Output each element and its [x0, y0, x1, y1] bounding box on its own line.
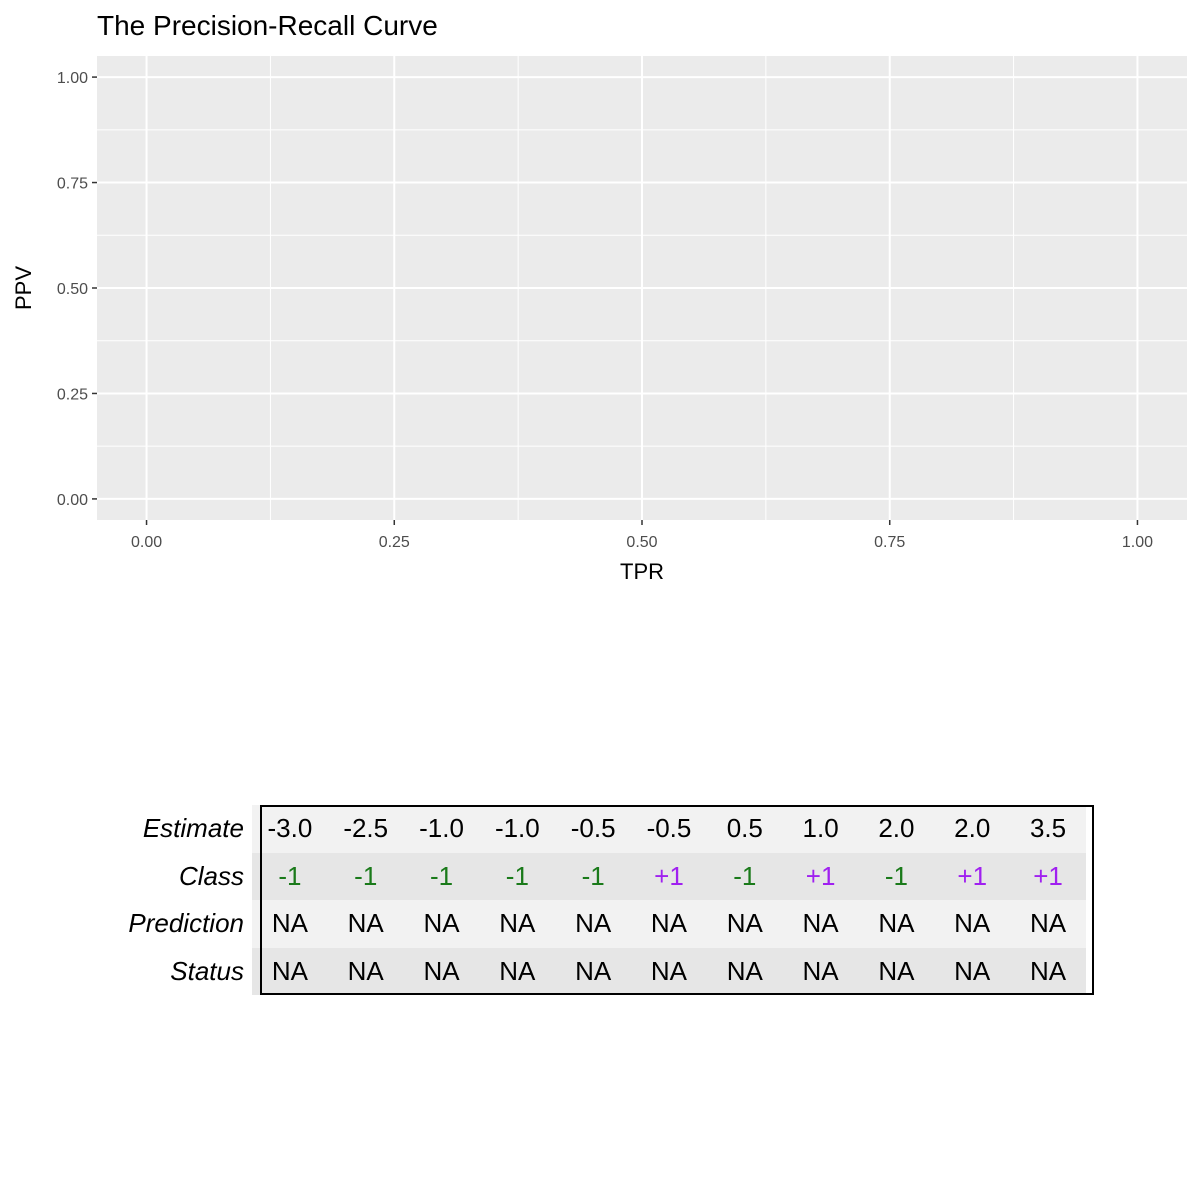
- x-tick-label: 1.00: [1122, 534, 1153, 551]
- status-cell: NA: [575, 955, 612, 986]
- prediction-cell: NA: [802, 908, 839, 939]
- x-tick-label: 0.50: [626, 534, 657, 551]
- x-axis-title: TPR: [620, 559, 664, 584]
- status-cells: NA NA NA NA NA NA NA NA NA NA NA: [252, 947, 1086, 995]
- y-tick-label: 0.25: [57, 386, 88, 403]
- y-axis-title: PPV: [11, 266, 36, 310]
- status-cell: NA: [1029, 955, 1067, 986]
- estimate-cell: -0.5: [570, 813, 616, 844]
- row-label-status: Status: [170, 955, 244, 986]
- class-cell: -1: [581, 860, 605, 891]
- prediction-cells: NA NA NA NA NA NA NA NA NA NA NA: [252, 900, 1086, 948]
- class-cell: +1: [957, 860, 988, 891]
- prediction-cell: NA: [1029, 908, 1067, 939]
- x-tick-label: 0.00: [131, 534, 162, 551]
- class-cell: -1: [505, 860, 529, 891]
- prediction-cell: NA: [575, 908, 612, 939]
- estimate-cell: -1.0: [494, 813, 540, 844]
- class-cell: +1: [805, 860, 836, 891]
- y-axis: 0.00 0.25 0.50 0.75 1.00: [57, 70, 97, 509]
- estimate-cell: -1.0: [419, 813, 464, 844]
- class-cell: +1: [1033, 860, 1063, 891]
- estimate-cell: 2.0: [954, 813, 991, 844]
- estimate-cell: 3.5: [1029, 813, 1067, 844]
- x-tick-label: 0.75: [874, 534, 905, 551]
- class-cell: -1: [278, 860, 302, 891]
- status-cell: NA: [347, 955, 384, 986]
- estimate-cell: -3.0: [267, 813, 313, 844]
- x-tick-label: 0.25: [379, 534, 410, 551]
- class-cell: -1: [429, 860, 454, 891]
- prediction-cell: NA: [878, 908, 915, 939]
- prediction-cell: NA: [271, 908, 308, 939]
- prediction-cell: NA: [423, 908, 460, 939]
- chart-title: The Precision-Recall Curve: [97, 10, 438, 41]
- prediction-cell: NA: [726, 908, 763, 939]
- prediction-cell: NA: [499, 908, 536, 939]
- y-tick-label: 1.00: [57, 70, 88, 87]
- data-table: Estimate -3.0 -2.5 -1.0 -1.0 -0.5 -0.5 0.5 1.0 2…: [90, 805, 1086, 995]
- estimate-cells: -3.0 -2.5 -1.0 -1.0 -0.5 -0.5 0.5 1.0 2.0 2.0 3.5: [252, 805, 1086, 853]
- status-cell: NA: [650, 955, 688, 986]
- grid-major: [97, 56, 1187, 520]
- class-cell: -1: [733, 860, 757, 891]
- status-cell: NA: [726, 955, 763, 986]
- class-cell: -1: [884, 860, 908, 891]
- estimate-cell: 0.5: [726, 813, 763, 844]
- status-cell: NA: [802, 955, 839, 986]
- prediction-cell: NA: [954, 908, 991, 939]
- class-cells: -1 -1 -1 -1 -1 +1 -1 +1 -1 +1 +1: [252, 852, 1086, 900]
- precision-recall-chart: The Precision-Recall Curve 0.00 0.25 0.50 0…: [11, 10, 1187, 584]
- estimate-cell: 2.0: [878, 813, 915, 844]
- estimate-cell: 1.0: [802, 813, 839, 844]
- status-row: Status NA NA NA NA NA NA NA NA NA NA NA: [90, 947, 1086, 995]
- row-label-estimate: Estimate: [142, 813, 244, 844]
- status-cell: NA: [271, 955, 308, 986]
- row-label-prediction: Prediction: [128, 908, 244, 939]
- prediction-cell: NA: [650, 908, 688, 939]
- y-tick-label: 0.50: [57, 281, 88, 298]
- x-axis: 0.00 0.25 0.50 0.75 1.00: [131, 520, 1153, 551]
- status-cell: NA: [878, 955, 915, 986]
- y-tick-label: 0.75: [57, 176, 88, 193]
- class-cell: -1: [354, 860, 378, 891]
- class-cell: +1: [654, 860, 684, 891]
- class-row: Class -1 -1 -1 -1 -1 +1 -1 +1 -1 +1 +1: [90, 852, 1086, 900]
- status-cell: NA: [423, 955, 460, 986]
- estimate-cell: -0.5: [646, 813, 692, 844]
- status-cell: NA: [499, 955, 536, 986]
- estimate-row: Estimate -3.0 -2.5 -1.0 -1.0 -0.5 -0.5 0.5 1.0 2…: [90, 805, 1086, 853]
- y-tick-label: 0.00: [57, 492, 88, 509]
- prediction-cell: NA: [347, 908, 384, 939]
- estimate-cell: -2.5: [343, 813, 389, 844]
- status-cell: NA: [954, 955, 991, 986]
- row-label-class: Class: [178, 860, 244, 891]
- prediction-row: Prediction NA NA NA NA NA NA NA NA NA NA NA: [90, 900, 1086, 948]
